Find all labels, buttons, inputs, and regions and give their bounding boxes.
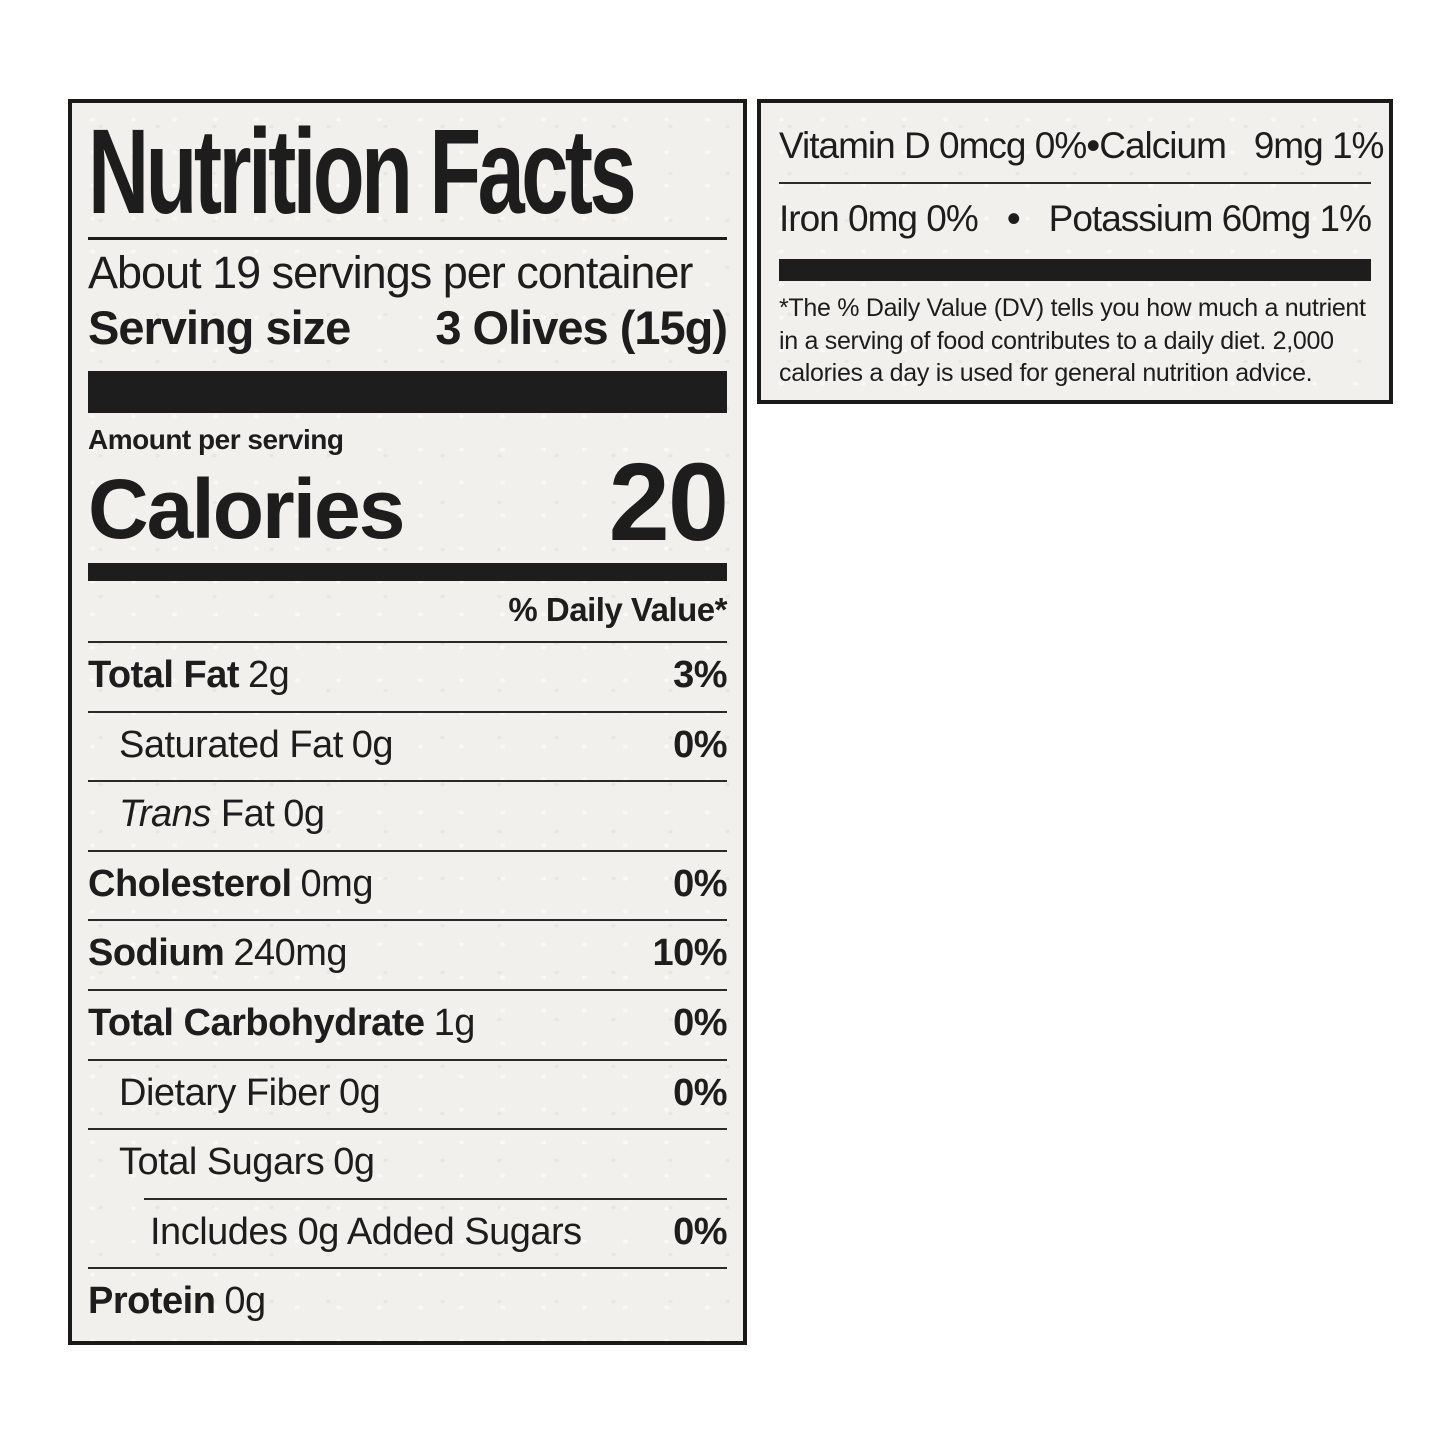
title-divider [88,236,727,240]
serving-size-row: Serving size 3 Olives (15g) [88,301,728,355]
nutrient-name-text: Includes 0g Added Sugars [150,1210,582,1253]
thick-divider-bar [88,371,727,414]
daily-value-footnote: *The % Daily Value (DV) tells you how mu… [779,294,1366,387]
nutrient-row: Saturated Fat 0g 0% [88,710,727,781]
micronutrient-left: Iron 0mg 0% [779,197,979,239]
nutrient-row: Protein 0g [88,1267,727,1337]
nutrient-row: Total Sugars 0g [88,1128,727,1198]
nutrient-daily-value: 0% [673,1071,727,1114]
nutrient-name-text: Total Sugars [119,1141,325,1184]
nutrient-row: Includes 0g Added Sugars 0% [88,1197,727,1268]
nutrient-name: Cholesterol 0mg [88,863,373,906]
serving-size-label: Serving size [88,301,351,355]
nutrient-amount: 0g [283,793,325,836]
nutrient-amount: 2g [248,654,290,697]
nutrient-rows: Total Fat 2g 3% Saturated Fat 0g 0% Trans … [88,641,727,1336]
nutrient-name-text: Cholesterol [88,862,292,905]
nutrient-row: Dietary Fiber 0g 0% [88,1058,727,1129]
bullet-separator: • [1086,124,1100,168]
nutrient-row: Cholesterol 0mg 0% [88,849,727,920]
serving-size-value: 3 Olives (15g) [435,301,728,355]
bullet-separator: • [1006,197,1021,241]
nutrient-name: Protein 0g [88,1280,266,1323]
micronutrient-left: Vitamin D 0mcg 0% [779,124,1087,166]
medium-divider-bar [88,563,727,582]
nutrient-amount: 0g [333,1141,375,1184]
nutrient-name-text: Protein [88,1280,216,1323]
nutrient-row: Trans Fat 0g [88,780,727,850]
nutrient-name-italic: Trans [119,793,211,836]
nutrient-name-text: Total Carbohydrate [88,1001,425,1044]
nutrient-row: Total Fat 2g 3% [88,641,727,711]
nutrient-name: Saturated Fat 0g [88,723,394,767]
nutrient-daily-value: 0% [673,862,727,905]
nutrient-daily-value: 0% [673,1210,727,1253]
micronutrient-right: Potassium 60mg 1% [1048,197,1372,239]
nutrient-name: Total Carbohydrate 1g [88,1002,475,1045]
nutrient-name: Includes 0g Added Sugars [88,1211,582,1254]
nutrient-daily-value: 0% [673,723,727,766]
nutrient-daily-value: 0% [673,1001,727,1044]
nutrient-name: Total Sugars 0g [88,1141,375,1184]
nutrient-daily-value: 10% [652,932,727,975]
micronutrient-row: Vitamin D 0mcg 0% • Calcium 9mg 1% [779,111,1384,182]
servings-per-container: About 19 servings per container [88,246,693,298]
nutrient-row: Total Carbohydrate 1g 0% [88,988,727,1059]
nutrient-amount: 0g [351,723,394,766]
nutrient-name: Trans Fat 0g [88,793,325,836]
nutrient-name-text: Dietary Fiber [119,1071,331,1114]
nutrient-row: Sodium 240mg 10% [88,919,727,989]
nutrient-daily-value: 3% [673,654,727,697]
nutrition-facts-panel: Nutrition Facts About 19 servings per co… [68,99,747,1345]
nutrient-name: Total Fat 2g [88,654,290,697]
calories-value: 20 [608,441,729,565]
nutrient-amount: 1g [433,1001,476,1044]
nutrient-name-text: Total Fat [88,654,240,697]
calories-label: Calories [88,462,405,557]
micronutrient-right: Calcium 9mg 1% [1099,124,1384,166]
nutrient-name-text: Sodium [88,932,225,975]
nutrient-name-text: Saturated Fat [119,723,343,766]
daily-value-header: % Daily Value* [508,591,727,629]
micronutrient-rows: Vitamin D 0mcg 0% • Calcium 9mg 1% Iron … [779,111,1384,255]
nutrient-name: Sodium 240mg [88,932,348,975]
nutrient-name-text: Fat [210,793,275,836]
nutrient-name: Dietary Fiber 0g [88,1071,381,1115]
micronutrient-row: Iron 0mg 0% • Potassium 60mg 1% [779,182,1372,255]
nutrient-amount: 240mg [233,932,348,975]
nutrition-facts-title: Nutrition Facts [88,103,637,239]
side-thick-bar [779,259,1371,281]
nutrient-amount: 0mg [300,862,374,905]
calories-row: Calories 20 [88,441,729,565]
amount-per-serving-label: Amount per serving [88,424,344,456]
nutrient-amount: 0g [224,1280,266,1323]
micronutrient-panel: Vitamin D 0mcg 0% • Calcium 9mg 1% Iron … [757,99,1393,404]
nutrient-amount: 0g [339,1071,381,1114]
